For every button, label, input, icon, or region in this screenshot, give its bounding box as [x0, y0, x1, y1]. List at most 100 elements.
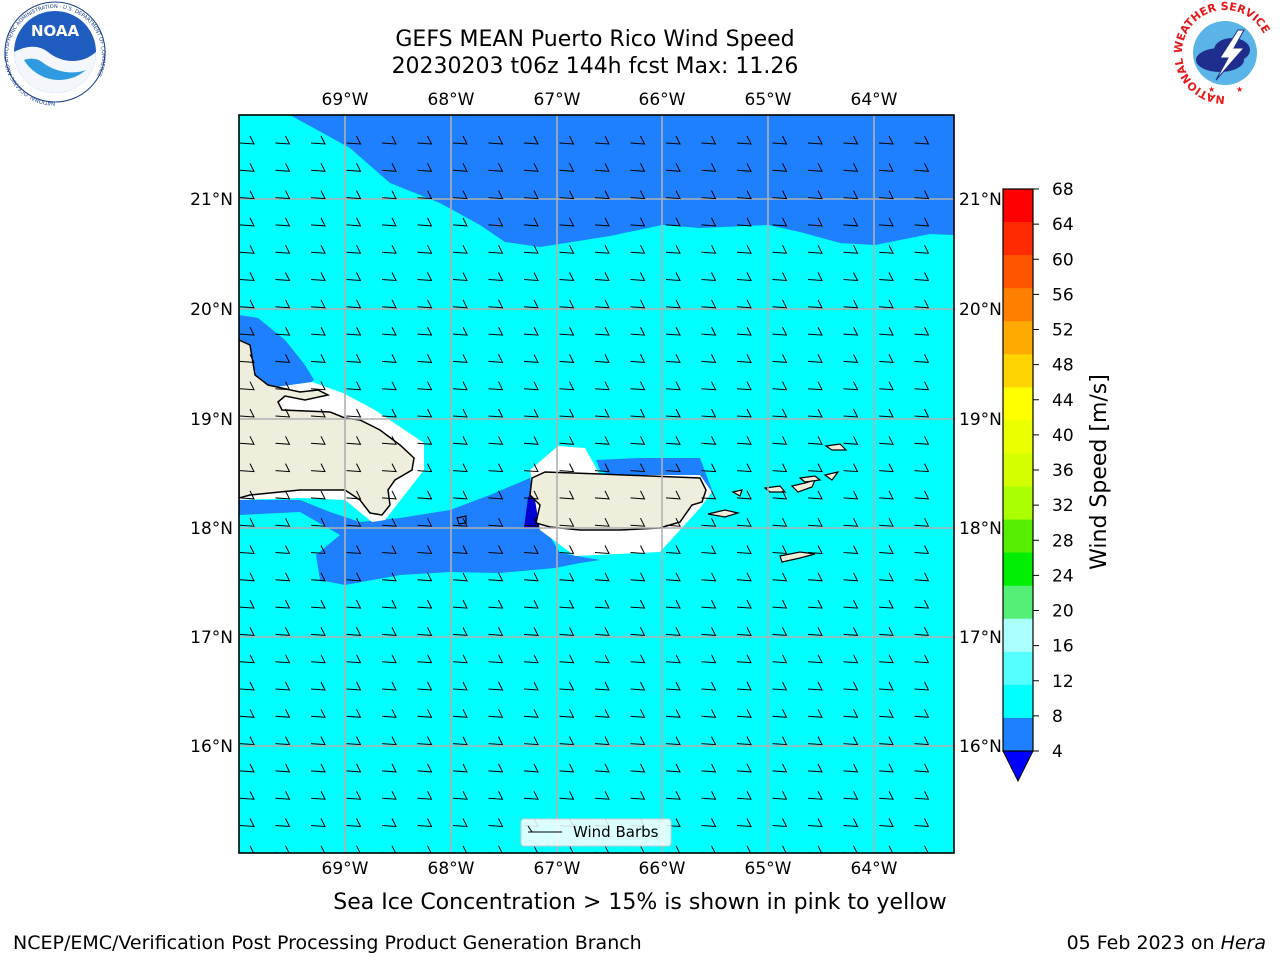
- wind-barb: [878, 436, 894, 445]
- wind-barb: [239, 190, 255, 200]
- wind-barb: [701, 818, 717, 828]
- wind-barb: [523, 381, 539, 391]
- wind-barb: [346, 599, 362, 609]
- wind-barb: [701, 436, 717, 445]
- wind-barb: [736, 135, 752, 145]
- wind-barb: [843, 163, 859, 172]
- wind-barb: [239, 163, 255, 172]
- wind-barb: [630, 490, 646, 500]
- wind-barb: [310, 381, 326, 391]
- wind-barb: [559, 381, 575, 391]
- wind-barb: [381, 681, 397, 691]
- wind-barb: [381, 627, 397, 636]
- wind-barb: [914, 709, 930, 718]
- lon-label-top: 68°W: [428, 90, 475, 110]
- wind-barb: [275, 299, 291, 309]
- wind-barb: [736, 244, 752, 254]
- wind-barb: [346, 299, 362, 309]
- wind-barb: [559, 190, 575, 200]
- wind-barb: [807, 763, 823, 773]
- wind-barb: [275, 490, 291, 500]
- wind-barb: [275, 135, 291, 145]
- wind-barb: [523, 709, 539, 718]
- wind-barb: [772, 790, 788, 800]
- colorbar-label: Wind Speed [m/s]: [1087, 374, 1112, 570]
- colorbar-bin: [1003, 189, 1033, 223]
- wind-barb: [878, 326, 894, 336]
- colorbar-bin: [1003, 486, 1033, 521]
- wind-barb: [346, 654, 362, 664]
- wind-barb: [736, 517, 752, 527]
- wind-barb: [310, 299, 326, 309]
- wind-barb: [239, 790, 255, 800]
- wind-barb: [310, 190, 326, 200]
- lat-label-left: 18°N: [190, 519, 233, 539]
- wind-barb: [523, 463, 539, 473]
- wind-barb: [417, 681, 433, 691]
- wind-barb: [559, 627, 575, 636]
- colorbar-tick-label: 40: [1052, 426, 1074, 446]
- wind-barb: [239, 408, 255, 418]
- wind-barb: [807, 326, 823, 336]
- wind-barb: [417, 244, 433, 254]
- wind-barb: [665, 381, 681, 391]
- wind-barb: [275, 545, 291, 555]
- wind-barb: [488, 818, 504, 828]
- wind-barb: [807, 681, 823, 691]
- wind-barb: [310, 272, 326, 282]
- wind-barb: [488, 217, 504, 227]
- wind-barb: [417, 736, 433, 746]
- wind-barb: [772, 354, 788, 363]
- wind-barb: [559, 326, 575, 336]
- wind-barb: [275, 354, 291, 363]
- colorbar-bin: [1003, 321, 1033, 355]
- wind-barb: [559, 244, 575, 254]
- wind-barb: [488, 599, 504, 609]
- wind-barb: [914, 654, 930, 664]
- wind-barb: [594, 217, 610, 227]
- low-wind-region-northwest: [239, 315, 314, 392]
- wind-barb: [736, 408, 752, 418]
- wind-barb: [878, 545, 894, 555]
- wind-barb: [381, 845, 397, 853]
- wind-barb: [878, 845, 894, 853]
- wind-barb: [239, 627, 255, 636]
- wind-barb: [736, 654, 752, 664]
- wind-barb: [878, 272, 894, 282]
- wind-barb: [488, 845, 503, 853]
- wind-barb: [452, 599, 468, 609]
- wind-barb: [417, 599, 433, 609]
- wind-barb: [807, 818, 823, 828]
- wind-barb: [701, 408, 717, 418]
- lat-label-left: 21°N: [190, 190, 233, 210]
- wind-barb: [239, 709, 255, 718]
- wind-barb: [630, 299, 646, 309]
- wind-barb: [417, 818, 433, 828]
- wind-barb: [594, 681, 610, 691]
- wind-barb: [807, 299, 823, 309]
- wind-barb: [772, 408, 788, 418]
- wind-barb: [807, 408, 823, 418]
- wind-barb: [239, 545, 255, 555]
- wind-barb: [346, 436, 362, 445]
- barb-legend: Wind Barbs: [520, 818, 672, 847]
- wind-barb: [914, 545, 930, 555]
- noaa-logo: NOAA NATIONAL OCEANIC AND ATMOSPHERIC AD…: [4, 1, 106, 106]
- wind-barb: [559, 217, 575, 227]
- lon-label-top: 65°W: [745, 90, 792, 110]
- wind-barb: [665, 599, 681, 609]
- wind-barb: [878, 408, 894, 418]
- wind-barb: [452, 709, 468, 718]
- wind-barb: [239, 299, 255, 309]
- wind-barb: [701, 681, 717, 691]
- wind-barb: [665, 517, 681, 527]
- wind-barb: [665, 709, 681, 718]
- wind-barb: [772, 627, 788, 636]
- noaa-text: NOAA: [31, 22, 80, 40]
- wind-barb: [488, 463, 504, 473]
- wind-barb: [381, 790, 397, 800]
- wind-barb: [275, 326, 291, 336]
- wind-barb: [701, 490, 717, 500]
- wind-barb: [381, 463, 397, 473]
- wind-barb: [701, 381, 717, 391]
